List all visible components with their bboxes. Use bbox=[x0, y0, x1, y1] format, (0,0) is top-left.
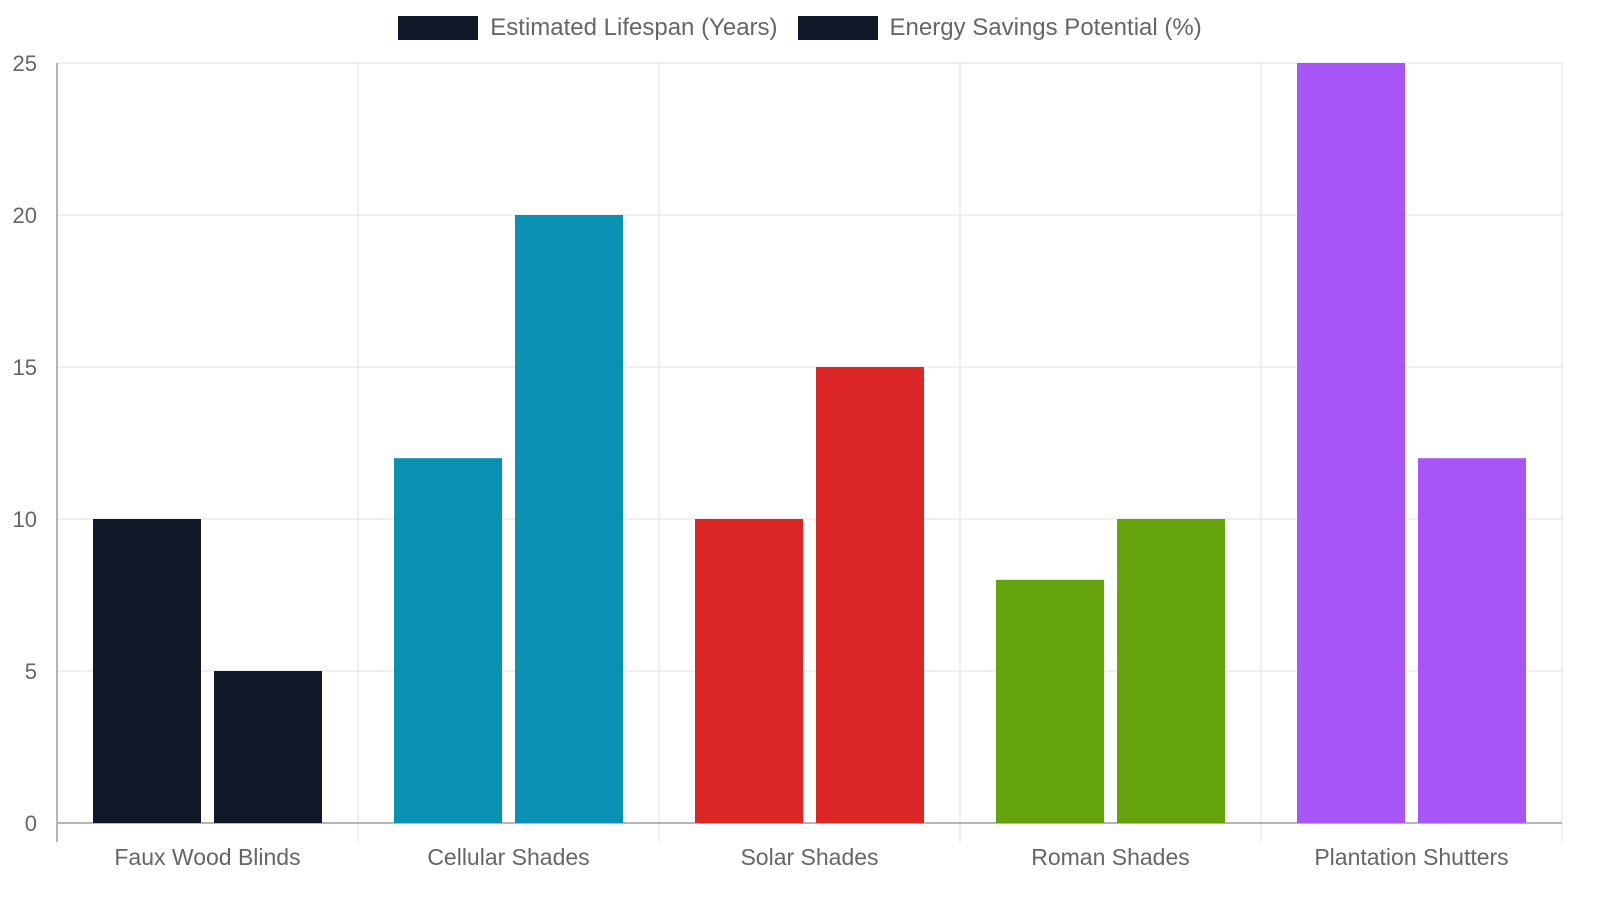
y-tick-label: 15 bbox=[13, 355, 37, 380]
chart-legend: Estimated Lifespan (Years) Energy Saving… bbox=[0, 14, 1600, 42]
legend-item-energy-savings[interactable]: Energy Savings Potential (%) bbox=[797, 14, 1202, 42]
bar-energy-savings[interactable] bbox=[515, 215, 623, 823]
x-tick-label: Solar Shades bbox=[740, 844, 878, 870]
bar-energy-savings[interactable] bbox=[1418, 458, 1526, 823]
legend-swatch-lifespan bbox=[398, 16, 479, 40]
bar-energy-savings[interactable] bbox=[816, 367, 924, 823]
x-tick-label: Cellular Shades bbox=[427, 844, 589, 870]
y-tick-label: 5 bbox=[25, 659, 37, 684]
bar-energy-savings[interactable] bbox=[1117, 519, 1225, 823]
y-tick-label: 20 bbox=[13, 203, 37, 228]
x-tick-label: Faux Wood Blinds bbox=[114, 844, 300, 870]
bar-energy-savings[interactable] bbox=[214, 671, 322, 823]
legend-item-lifespan[interactable]: Estimated Lifespan (Years) bbox=[398, 14, 778, 42]
bar-lifespan[interactable] bbox=[695, 519, 803, 823]
bar-lifespan[interactable] bbox=[93, 519, 201, 823]
bar-lifespan[interactable] bbox=[996, 579, 1104, 823]
bar-lifespan[interactable] bbox=[394, 458, 502, 823]
y-tick-label: 25 bbox=[13, 51, 37, 76]
legend-swatch-energy-savings bbox=[797, 16, 878, 40]
bar-lifespan[interactable] bbox=[1297, 63, 1405, 823]
x-tick-label: Plantation Shutters bbox=[1314, 844, 1508, 870]
legend-label-energy-savings: Energy Savings Potential (%) bbox=[889, 14, 1202, 41]
y-tick-label: 10 bbox=[13, 507, 37, 532]
y-tick-label: 0 bbox=[25, 811, 37, 836]
x-tick-label: Roman Shades bbox=[1031, 844, 1190, 870]
legend-label-lifespan: Estimated Lifespan (Years) bbox=[490, 14, 778, 41]
